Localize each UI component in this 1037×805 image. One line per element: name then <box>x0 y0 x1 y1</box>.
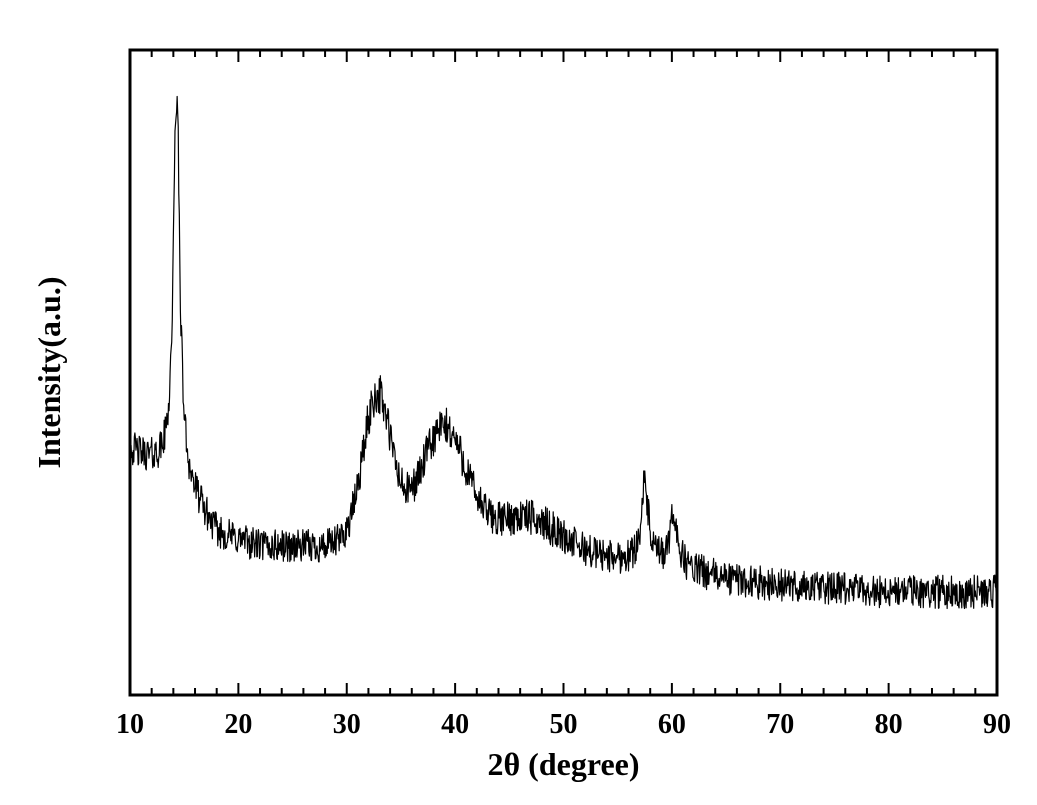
x-tick-label: 30 <box>333 709 361 740</box>
x-tick-label: 90 <box>983 709 1011 740</box>
x-tick-label: 40 <box>441 709 469 740</box>
x-tick-label: 50 <box>550 709 578 740</box>
x-axis-label: 2θ (degree) <box>487 746 639 782</box>
x-tick-label: 20 <box>224 709 252 740</box>
y-axis-label: Intensity(a.u.) <box>31 276 67 468</box>
xrd-chart: 10 20 30 40 50 60 70 80 90 2θ (degree) Intensity(a… <box>0 0 1037 805</box>
x-tick-label: 60 <box>658 709 686 740</box>
x-tick-label: 10 <box>116 709 144 740</box>
x-tick-label: 70 <box>766 709 794 740</box>
chart-svg: 10 20 30 40 50 60 70 80 90 2θ (degree) Intensity(a… <box>0 0 1037 805</box>
x-tick-label: 80 <box>875 709 903 740</box>
